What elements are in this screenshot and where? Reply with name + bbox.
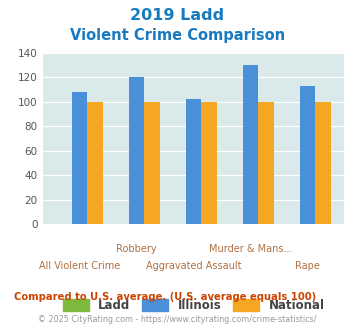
Bar bbox=[201, 102, 217, 224]
Text: All Violent Crime: All Violent Crime bbox=[39, 260, 120, 271]
Text: 2019 Ladd: 2019 Ladd bbox=[130, 8, 225, 23]
Bar bbox=[144, 102, 159, 224]
Text: Robbery: Robbery bbox=[116, 244, 157, 254]
Bar bbox=[258, 102, 274, 224]
Bar bbox=[300, 86, 315, 224]
Text: Rape: Rape bbox=[295, 260, 320, 271]
Bar bbox=[186, 99, 201, 224]
Bar bbox=[129, 77, 144, 224]
Text: Violent Crime Comparison: Violent Crime Comparison bbox=[70, 28, 285, 43]
Text: © 2025 CityRating.com - https://www.cityrating.com/crime-statistics/: © 2025 CityRating.com - https://www.city… bbox=[38, 315, 317, 324]
Text: Murder & Mans...: Murder & Mans... bbox=[209, 244, 292, 254]
Bar bbox=[315, 102, 331, 224]
Legend: Ladd, Illinois, National: Ladd, Illinois, National bbox=[62, 299, 324, 312]
Bar bbox=[243, 65, 258, 224]
Text: Compared to U.S. average. (U.S. average equals 100): Compared to U.S. average. (U.S. average … bbox=[14, 292, 316, 302]
Bar bbox=[72, 92, 87, 224]
Bar bbox=[87, 102, 103, 224]
Text: Aggravated Assault: Aggravated Assault bbox=[146, 260, 241, 271]
